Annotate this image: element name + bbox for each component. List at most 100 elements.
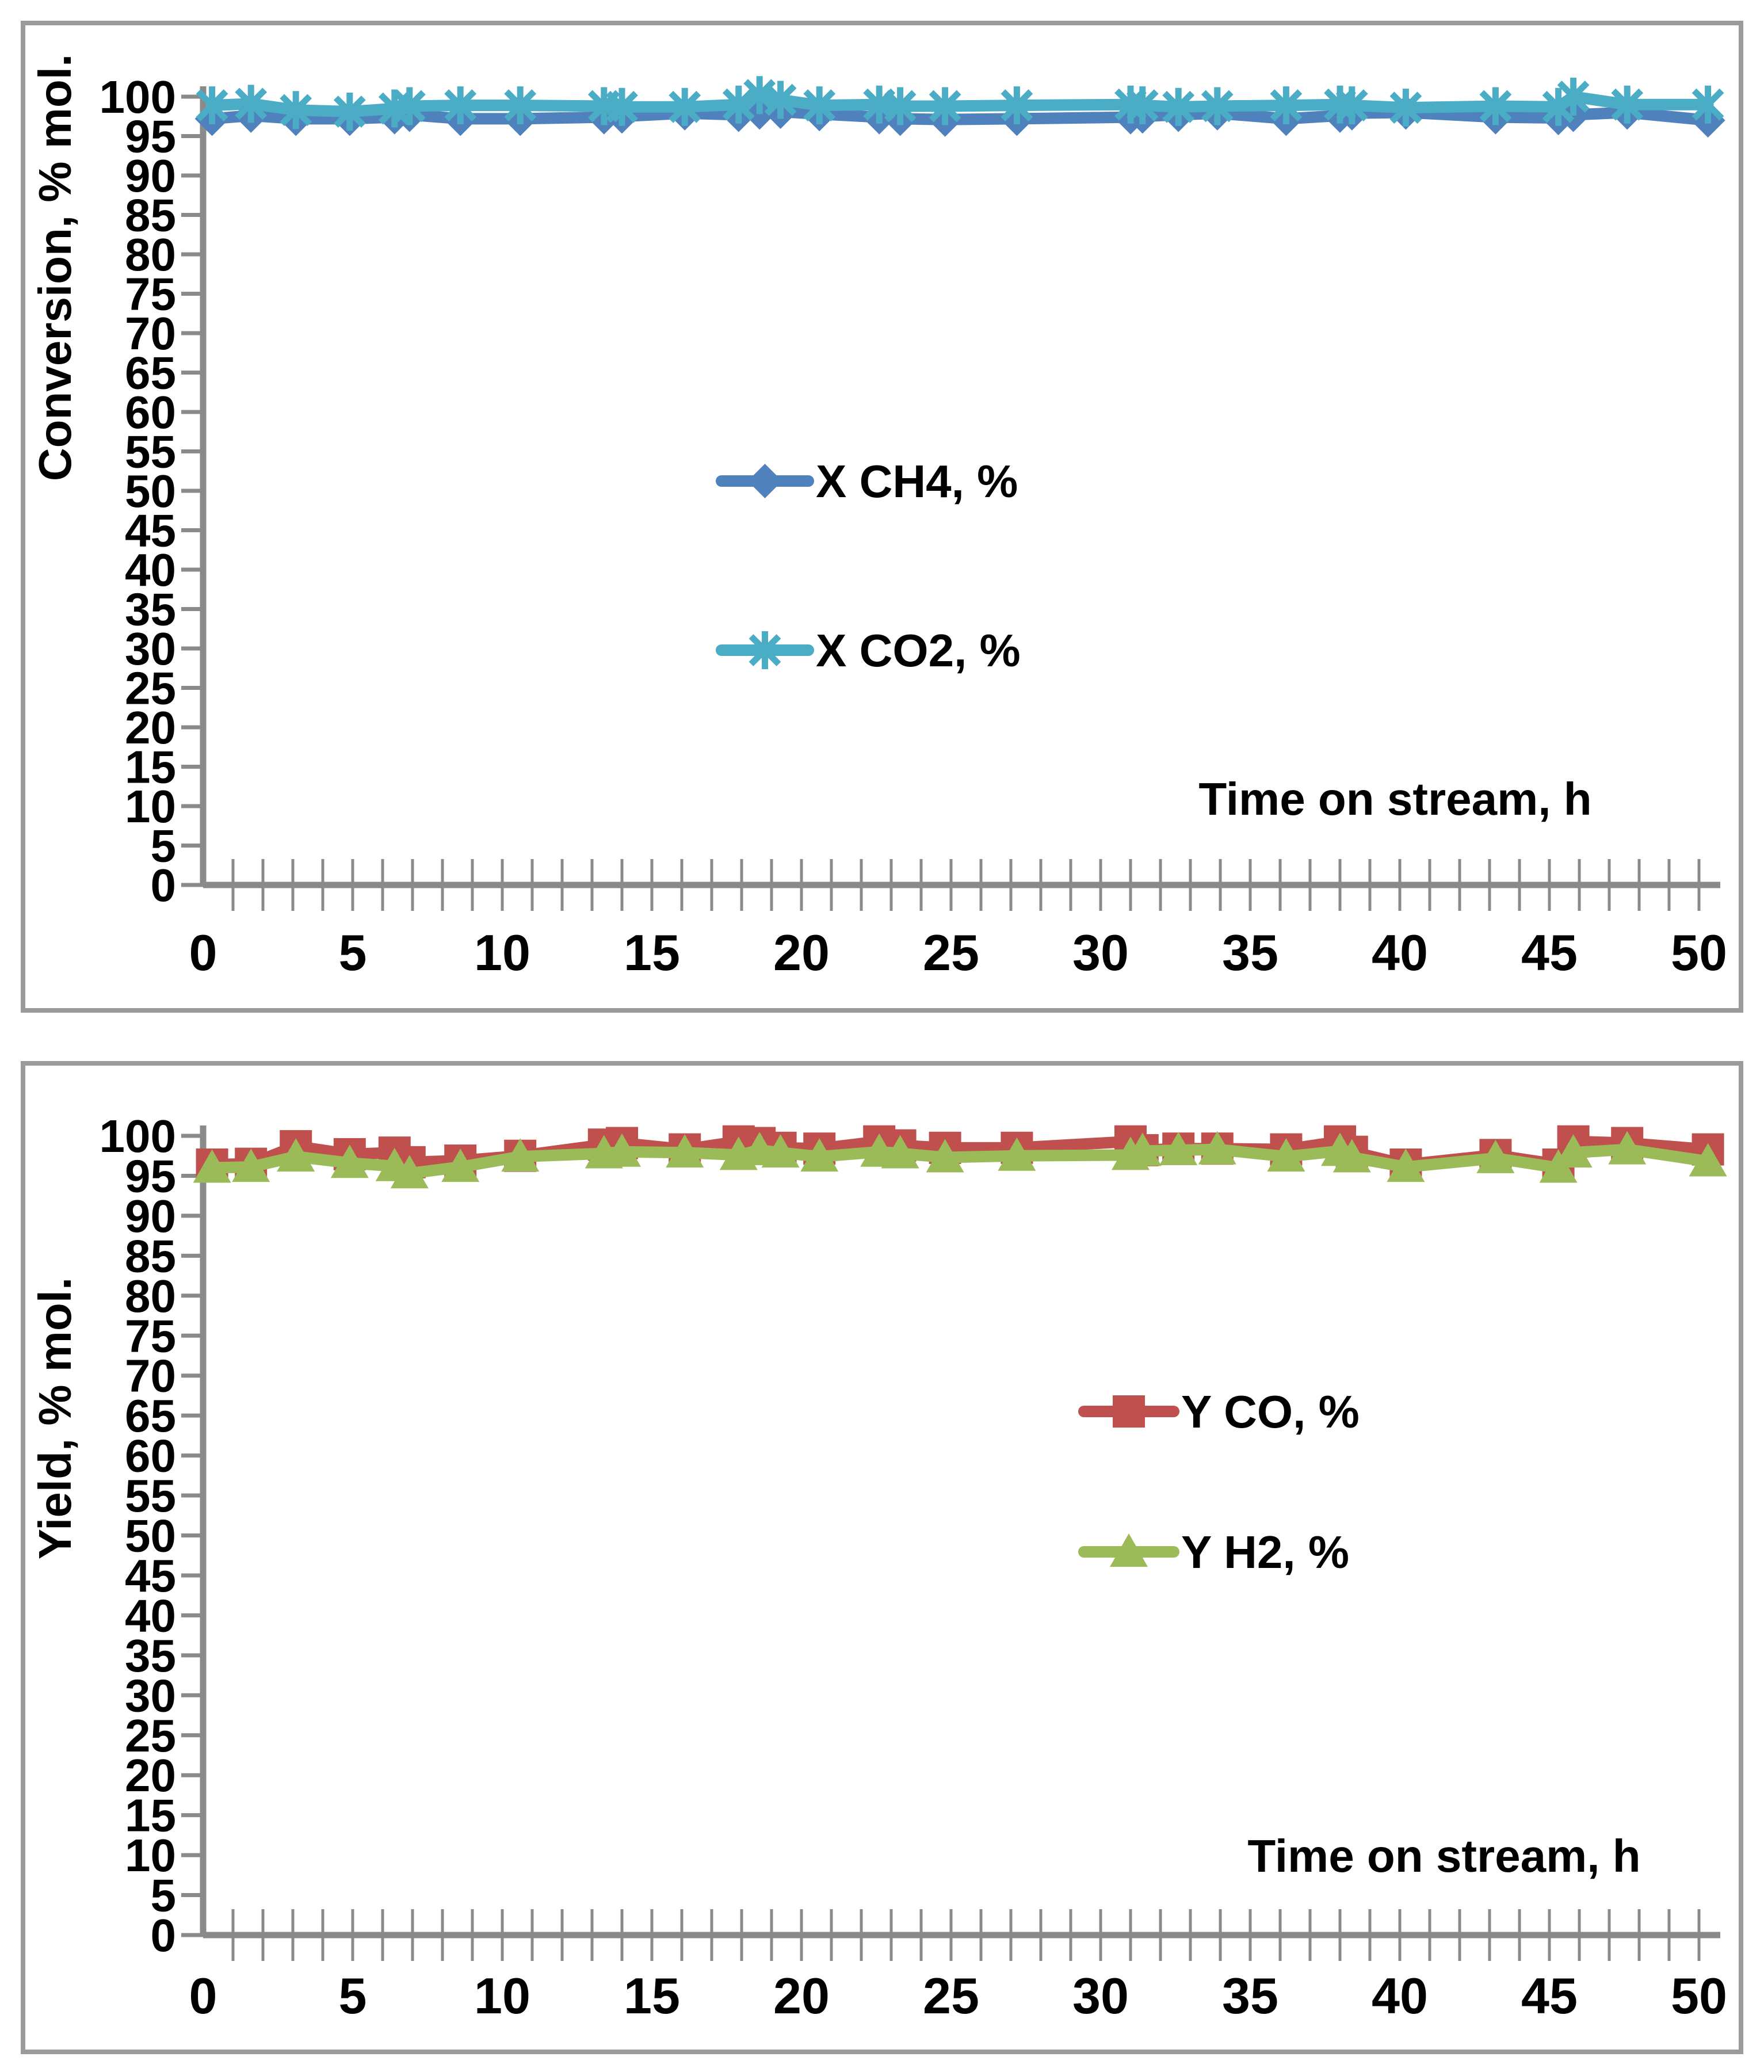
x-tick-label: 35 bbox=[1222, 1967, 1278, 2024]
x-tick-label: 15 bbox=[624, 924, 680, 981]
series-x-co2 bbox=[196, 76, 1724, 131]
x-tick-label: 40 bbox=[1372, 1967, 1428, 2024]
y-axis-title: Yield, % mol. bbox=[29, 1277, 81, 1559]
x-tick-label: 25 bbox=[923, 1967, 979, 2024]
marker-asterisk-icon bbox=[280, 91, 312, 129]
marker-asterisk-icon bbox=[1542, 87, 1575, 126]
x-tick-label: 30 bbox=[1072, 924, 1129, 981]
conversion-chart-svg: 0510152025303540455055606570758085909510… bbox=[29, 54, 1727, 981]
legend-item-x-ch4: X CH4, % bbox=[716, 456, 1018, 507]
marker-triangle-icon bbox=[277, 1138, 315, 1172]
legend-label: Y CO, % bbox=[1181, 1386, 1360, 1437]
marker-asterisk-icon bbox=[1201, 87, 1234, 125]
series-line-x-co2 bbox=[206, 89, 1714, 118]
x-tick-label: 45 bbox=[1521, 924, 1578, 981]
marker-triangle-icon bbox=[1554, 1134, 1593, 1168]
x-tick-label: 45 bbox=[1521, 1967, 1578, 2024]
y-tick-label: 60 bbox=[125, 387, 176, 438]
series-y-h2 bbox=[193, 1131, 1727, 1189]
y-tick-label: 15 bbox=[125, 742, 176, 793]
legend-item-x-co2: X CO2, % bbox=[716, 625, 1021, 676]
x-tick-label: 25 bbox=[923, 924, 979, 981]
y-tick-label: 5 bbox=[151, 821, 177, 872]
marker-triangle-icon bbox=[330, 1144, 369, 1178]
y-tick-label: 5 bbox=[151, 1870, 177, 1921]
y-tick-label: 85 bbox=[125, 190, 176, 241]
marker-triangle-icon bbox=[232, 1148, 270, 1182]
y-tick-label: 95 bbox=[125, 111, 176, 162]
y-tick-label: 80 bbox=[125, 229, 176, 280]
y-tick-label: 25 bbox=[125, 663, 176, 714]
y-tick-label: 10 bbox=[125, 1830, 176, 1881]
y-tick-label: 95 bbox=[125, 1150, 176, 1201]
y-tick-label: 0 bbox=[151, 860, 177, 911]
marker-asterisk-icon bbox=[1479, 87, 1512, 125]
marker-triangle-icon bbox=[193, 1149, 231, 1183]
x-axis-minor-ticks bbox=[231, 1909, 1701, 1961]
marker-triangle-icon bbox=[441, 1148, 480, 1182]
marker-triangle-icon bbox=[1387, 1148, 1425, 1182]
x-axis-title: Time on stream, h bbox=[1247, 1830, 1640, 1882]
x-tick-label: 30 bbox=[1072, 1967, 1129, 2024]
marker-asterisk-icon bbox=[196, 86, 228, 125]
marker-asterisk-icon bbox=[929, 87, 961, 125]
y-tick-label: 40 bbox=[125, 544, 176, 596]
y-axis-title: Conversion, % mol. bbox=[29, 54, 81, 481]
x-tick-label: 40 bbox=[1372, 924, 1428, 981]
y-tick-label: 90 bbox=[125, 1190, 176, 1242]
y-tick-label: 70 bbox=[125, 308, 176, 359]
yield-chart-panel: 0 5 10 15 20 25 30 35 40 45 50 55 60 65 70 75 80 85 90 95 10… bbox=[21, 1061, 1743, 2054]
axes bbox=[200, 86, 1720, 888]
axes bbox=[200, 1125, 1720, 1939]
x-tick-label: 20 bbox=[773, 924, 830, 981]
marker-asterisk-icon bbox=[764, 81, 797, 119]
marker-triangle-icon bbox=[926, 1139, 964, 1173]
y-tick-label: 65 bbox=[125, 1390, 176, 1441]
marker-asterisk-icon bbox=[235, 85, 268, 123]
marker-asterisk-icon bbox=[1335, 86, 1368, 125]
legend-marker-diamond-icon bbox=[747, 464, 782, 498]
y-tick-label: 15 bbox=[125, 1790, 176, 1841]
y-tick-label: 50 bbox=[125, 1510, 176, 1562]
y-tick-label: 30 bbox=[125, 623, 176, 674]
x-tick-label: 10 bbox=[474, 924, 530, 981]
x-tick-label: 5 bbox=[339, 924, 367, 981]
y-tick-label: 100 bbox=[100, 1111, 176, 1162]
x-axis-title: Time on stream, h bbox=[1198, 773, 1591, 825]
marker-asterisk-icon bbox=[1389, 89, 1422, 127]
marker-triangle-icon bbox=[1198, 1131, 1236, 1165]
legend-marker-asterisk-icon bbox=[749, 631, 781, 669]
y-tick-label: 65 bbox=[125, 348, 176, 399]
x-tick-label: 50 bbox=[1671, 924, 1727, 981]
y-tick-label: 20 bbox=[125, 1750, 176, 1801]
x-tick-label: 15 bbox=[624, 1967, 680, 2024]
marker-triangle-icon bbox=[998, 1137, 1036, 1171]
y-tick-label: 70 bbox=[125, 1350, 176, 1402]
marker-triangle-icon bbox=[390, 1155, 429, 1189]
legend: X CH4, % X CO2, % bbox=[716, 456, 1021, 676]
marker-asterisk-icon bbox=[444, 86, 477, 125]
x-tick-label: 20 bbox=[773, 1967, 830, 2024]
marker-triangle-icon bbox=[603, 1133, 641, 1167]
y-tick-label: 45 bbox=[125, 1550, 176, 1601]
y-tick-label: 0 bbox=[151, 1910, 177, 1961]
marker-triangle-icon bbox=[1123, 1132, 1162, 1166]
x-tick-label: 0 bbox=[189, 924, 217, 981]
y-axis-tick-labels: 0510152025303540455055606570758085909510… bbox=[100, 71, 176, 911]
x-axis-tick-labels: 0 5 10 15 20 25 30 35 40 45 50 bbox=[189, 1967, 1727, 2024]
marker-triangle-icon bbox=[666, 1134, 704, 1168]
y-tick-label: 35 bbox=[125, 584, 176, 635]
marker-asterisk-icon bbox=[1557, 78, 1590, 116]
legend-marker-triangle-icon bbox=[1110, 1533, 1148, 1567]
y-axis-ticks bbox=[181, 94, 203, 887]
y-tick-label: 85 bbox=[125, 1230, 176, 1281]
y-tick-label: 25 bbox=[125, 1710, 176, 1761]
x-axis-minor-ticks bbox=[231, 859, 1701, 911]
legend-label: Y H2, % bbox=[1181, 1527, 1349, 1578]
y-tick-label: 10 bbox=[125, 781, 176, 832]
x-tick-label: 10 bbox=[474, 1967, 530, 2024]
y-tick-label: 35 bbox=[125, 1630, 176, 1681]
y-tick-label: 55 bbox=[125, 426, 176, 478]
y-tick-label: 80 bbox=[125, 1270, 176, 1322]
